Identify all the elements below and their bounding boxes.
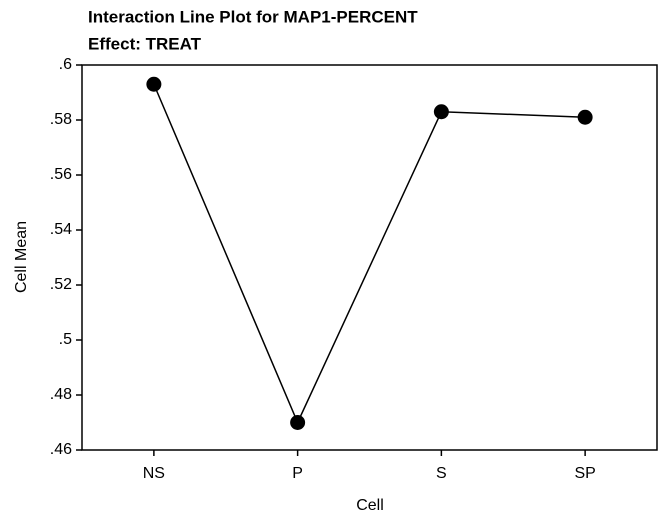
chart-title: Interaction Line Plot for MAP1-PERCENT: [88, 7, 418, 26]
x-tick-label: P: [292, 465, 303, 482]
chart-subtitle: Effect: TREAT: [88, 34, 202, 53]
y-tick-label: .52: [50, 276, 72, 293]
data-point: [577, 109, 593, 125]
data-point: [146, 76, 162, 92]
y-tick-label: .5: [59, 331, 72, 348]
x-tick-label: SP: [574, 465, 595, 482]
y-tick-label: .56: [50, 166, 72, 183]
y-tick-label: .58: [50, 111, 72, 128]
series-line: [153, 83, 586, 425]
x-tick-label: S: [436, 465, 447, 482]
x-tick-label: NS: [143, 465, 165, 482]
plot-frame: [81, 64, 658, 451]
y-tick-label: .48: [50, 386, 72, 403]
data-point: [290, 415, 306, 430]
data-point: [433, 104, 449, 120]
y-axis-label: Cell Mean: [13, 221, 30, 293]
y-tick-label: .6: [59, 56, 72, 73]
y-tick-label: .46: [50, 441, 72, 458]
y-tick-label: .54: [50, 221, 72, 238]
x-axis-label: Cell: [356, 497, 384, 514]
